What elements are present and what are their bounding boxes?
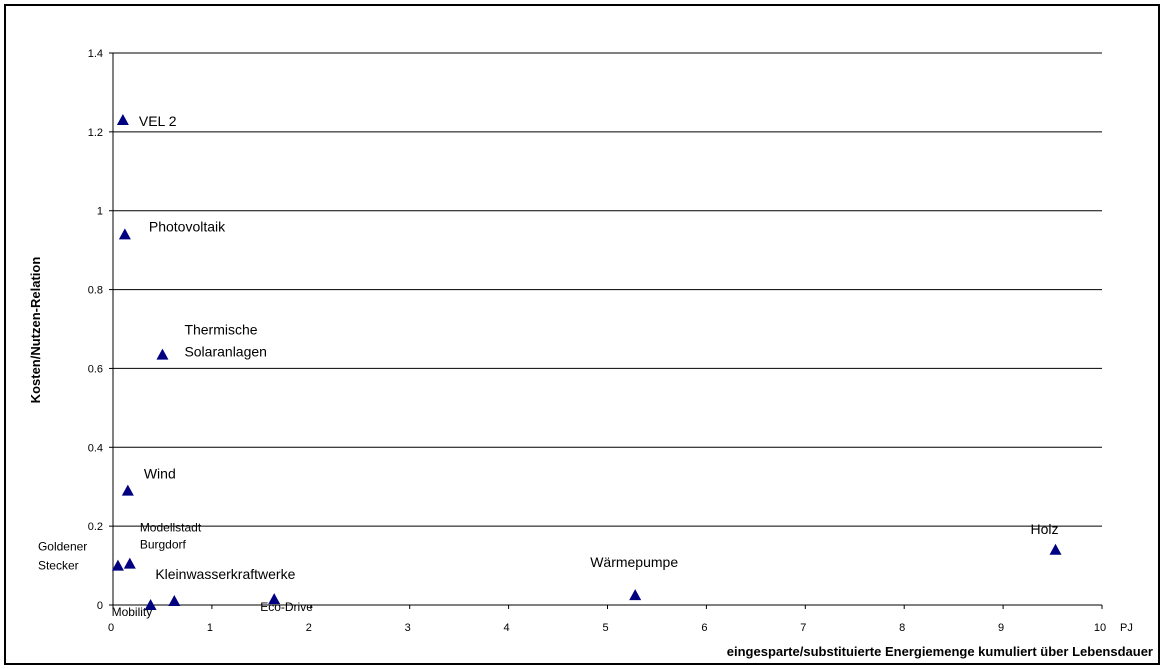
y-tick-label: 0 — [97, 600, 103, 612]
y-tick-label: 0.6 — [88, 363, 103, 375]
data-point-marker — [116, 114, 129, 126]
x-tick-label: 6 — [701, 622, 707, 634]
x-tick-label: 0 — [108, 622, 114, 634]
y-tick-label: 1 — [97, 206, 103, 218]
x-tick-label: 5 — [602, 622, 608, 634]
x-tick-label: 10 — [1094, 622, 1106, 634]
point-label: Wind — [144, 466, 176, 482]
data-point-marker — [168, 595, 181, 607]
y-axis-title: Kosten/Nutzen-Relation — [28, 257, 43, 404]
y-tick-label: 0.8 — [88, 285, 103, 297]
point-label: Holz — [1031, 521, 1059, 537]
y-tick-label: 0.4 — [88, 442, 103, 454]
point-label: Thermische Solaranlagen — [184, 322, 267, 360]
chart-frame — [4, 4, 1160, 665]
point-label: Kleinwasserkraftwerke — [155, 566, 295, 582]
x-unit-label: PJ — [1120, 622, 1133, 634]
point-label: Goldener Stecker — [38, 540, 87, 573]
data-point-marker — [121, 484, 134, 496]
point-labels: VEL 2 Photovoltaik Thermische Solaranlagen W… — [38, 113, 1059, 619]
data-point-marker — [156, 348, 169, 360]
data-point-marker — [144, 599, 157, 610]
y-tick-label: 0.2 — [88, 521, 103, 533]
data-point-marker — [123, 557, 136, 569]
data-points — [111, 114, 1062, 610]
point-label: Wärmepumpe — [590, 554, 678, 570]
x-tick-label: 9 — [998, 622, 1004, 634]
point-label: Eco-Drive — [260, 600, 313, 614]
data-point-marker — [629, 589, 642, 601]
data-point-marker — [268, 593, 281, 605]
x-tick-labels: 0 1 2 3 4 5 6 7 8 9 10 — [108, 622, 1106, 634]
data-point-marker — [1049, 543, 1062, 555]
gridlines — [109, 52, 1103, 609]
data-point-marker — [118, 228, 131, 240]
x-tick-label: 3 — [405, 622, 411, 634]
x-tick-label: 8 — [899, 622, 905, 634]
x-tick-label: 1 — [207, 622, 213, 634]
x-tick-label: 7 — [800, 622, 806, 634]
axes — [112, 53, 1102, 606]
point-label: Modellstadt Burgdorf — [140, 521, 202, 552]
x-axis-title: eingesparte/substituierte Energiemenge k… — [727, 644, 1153, 659]
data-point-marker — [111, 559, 124, 571]
y-tick-label: 1.4 — [88, 48, 103, 60]
point-label: Photovoltaik — [149, 218, 226, 234]
y-tick-label: 1.2 — [88, 127, 103, 139]
x-tick-label: 2 — [306, 622, 312, 634]
y-tick-labels: 0 0.2 0.4 0.6 0.8 1 1.2 1.4 — [88, 48, 103, 612]
point-label: Mobility — [112, 605, 153, 619]
point-label: VEL 2 — [139, 113, 177, 129]
x-tick-label: 4 — [504, 622, 510, 634]
